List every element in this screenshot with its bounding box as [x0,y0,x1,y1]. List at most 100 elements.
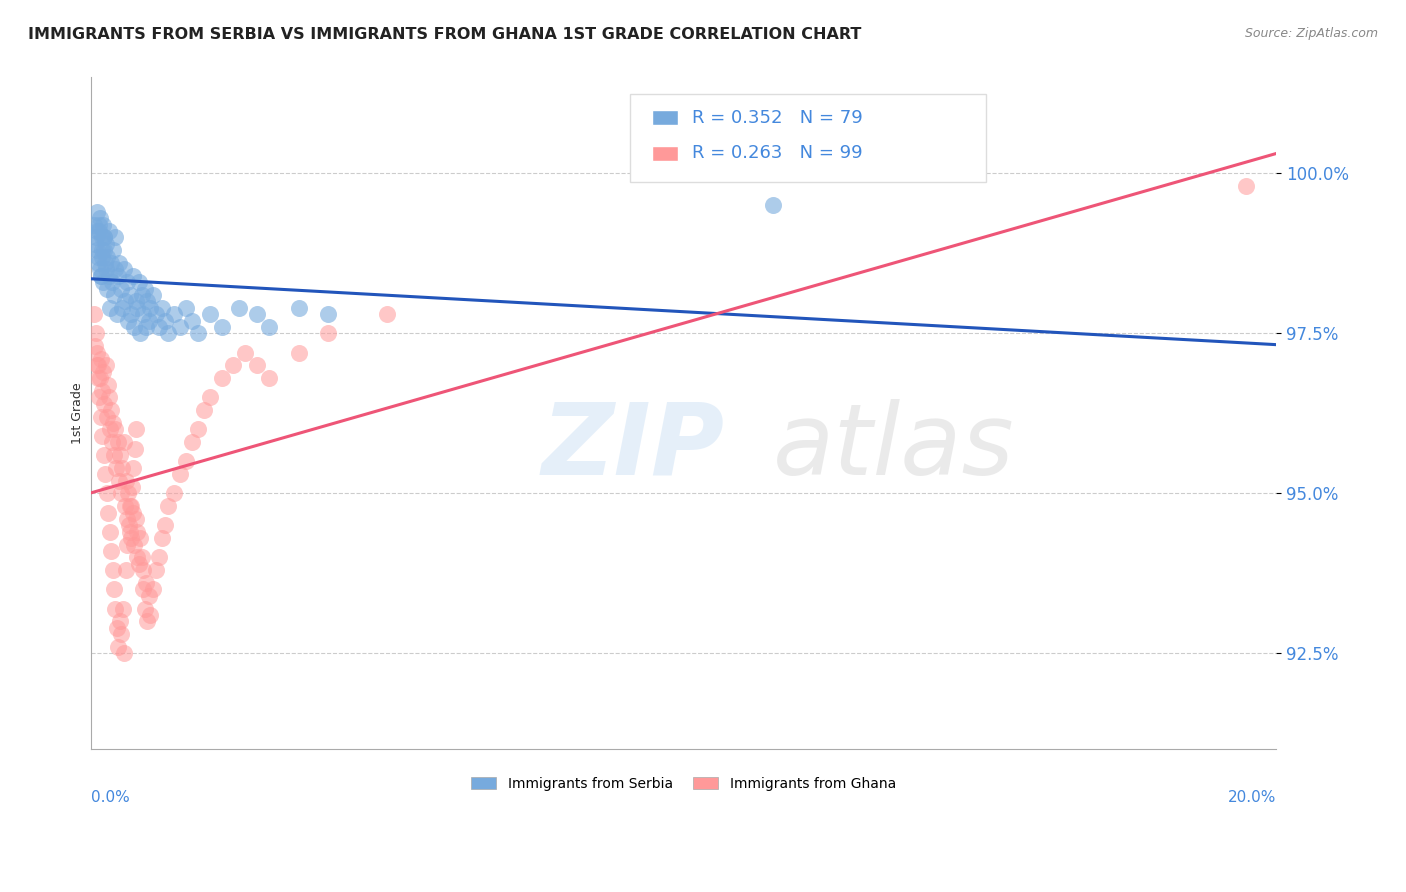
Point [110,627,132,641]
Point [128,531,150,545]
Point [83,307,105,321]
Point [115,563,138,577]
Point [90,409,112,424]
Point [287,301,309,315]
Point [211,320,233,334]
Point [211,371,233,385]
Point [98,422,121,436]
Point [120,500,142,514]
Point [91,275,114,289]
Point [94,467,117,482]
Text: 20.0%: 20.0% [1227,789,1277,805]
Point [122,538,145,552]
Point [90,384,112,398]
Point [110,282,132,296]
Point [90,268,112,283]
Point [93,244,115,258]
Point [89,211,111,226]
Point [157,500,180,514]
Point [93,230,115,244]
Point [124,294,146,309]
Point [100,403,122,417]
Point [107,435,129,450]
Point [94,359,117,373]
Point [163,486,186,500]
Point [124,442,146,456]
Point [193,403,215,417]
Point [169,320,191,334]
Point [139,301,162,315]
Point [180,435,202,450]
Point [228,301,250,315]
Point [174,301,197,315]
Point [128,326,150,341]
Point [117,486,139,500]
Point [101,563,124,577]
Point [761,198,783,212]
Point [100,256,122,270]
Point [86,250,108,264]
Point [87,391,110,405]
Legend: Immigrants from Serbia, Immigrants from Ghana: Immigrants from Serbia, Immigrants from … [465,771,901,797]
Point [138,313,160,327]
Point [98,301,121,315]
Point [91,429,114,443]
Point [198,391,221,405]
Point [150,531,173,545]
Point [97,391,120,405]
Point [287,345,309,359]
Point [112,601,135,615]
Point [89,218,111,232]
Point [121,531,143,545]
Point [108,256,131,270]
Point [114,294,136,309]
Point [187,422,209,436]
Point [105,460,128,475]
Point [111,301,134,315]
Point [101,244,124,258]
Text: R = 0.263   N = 99: R = 0.263 N = 99 [692,145,862,162]
Point [122,320,145,334]
Point [107,640,129,654]
Point [101,435,124,450]
Point [150,301,173,315]
Point [118,524,141,539]
Point [84,230,107,244]
Point [103,288,125,302]
Point [93,397,115,411]
Point [117,538,139,552]
Point [135,576,157,591]
Point [128,557,150,571]
Text: IMMIGRANTS FROM SERBIA VS IMMIGRANTS FROM GHANA 1ST GRADE CORRELATION CHART: IMMIGRANTS FROM SERBIA VS IMMIGRANTS FRO… [28,27,862,42]
Point [104,422,127,436]
Point [90,230,112,244]
Point [132,563,155,577]
Text: ZIP: ZIP [541,399,724,496]
Point [157,326,180,341]
Text: Source: ZipAtlas.com: Source: ZipAtlas.com [1244,27,1378,40]
Point [83,236,105,251]
Point [163,307,186,321]
Point [112,647,135,661]
Point [114,500,136,514]
Point [90,352,112,367]
Point [86,371,108,385]
Point [97,268,120,283]
Point [120,500,142,514]
Point [86,204,108,219]
Point [121,480,143,494]
Point [121,268,143,283]
Point [122,460,145,475]
Point [87,359,110,373]
Point [86,224,108,238]
Point [112,435,135,450]
Point [257,320,280,334]
Point [132,307,155,321]
Point [246,359,269,373]
Point [138,589,160,603]
Point [131,288,153,302]
Point [145,563,167,577]
Point [91,365,114,379]
Point [155,313,177,327]
FancyBboxPatch shape [651,111,678,125]
